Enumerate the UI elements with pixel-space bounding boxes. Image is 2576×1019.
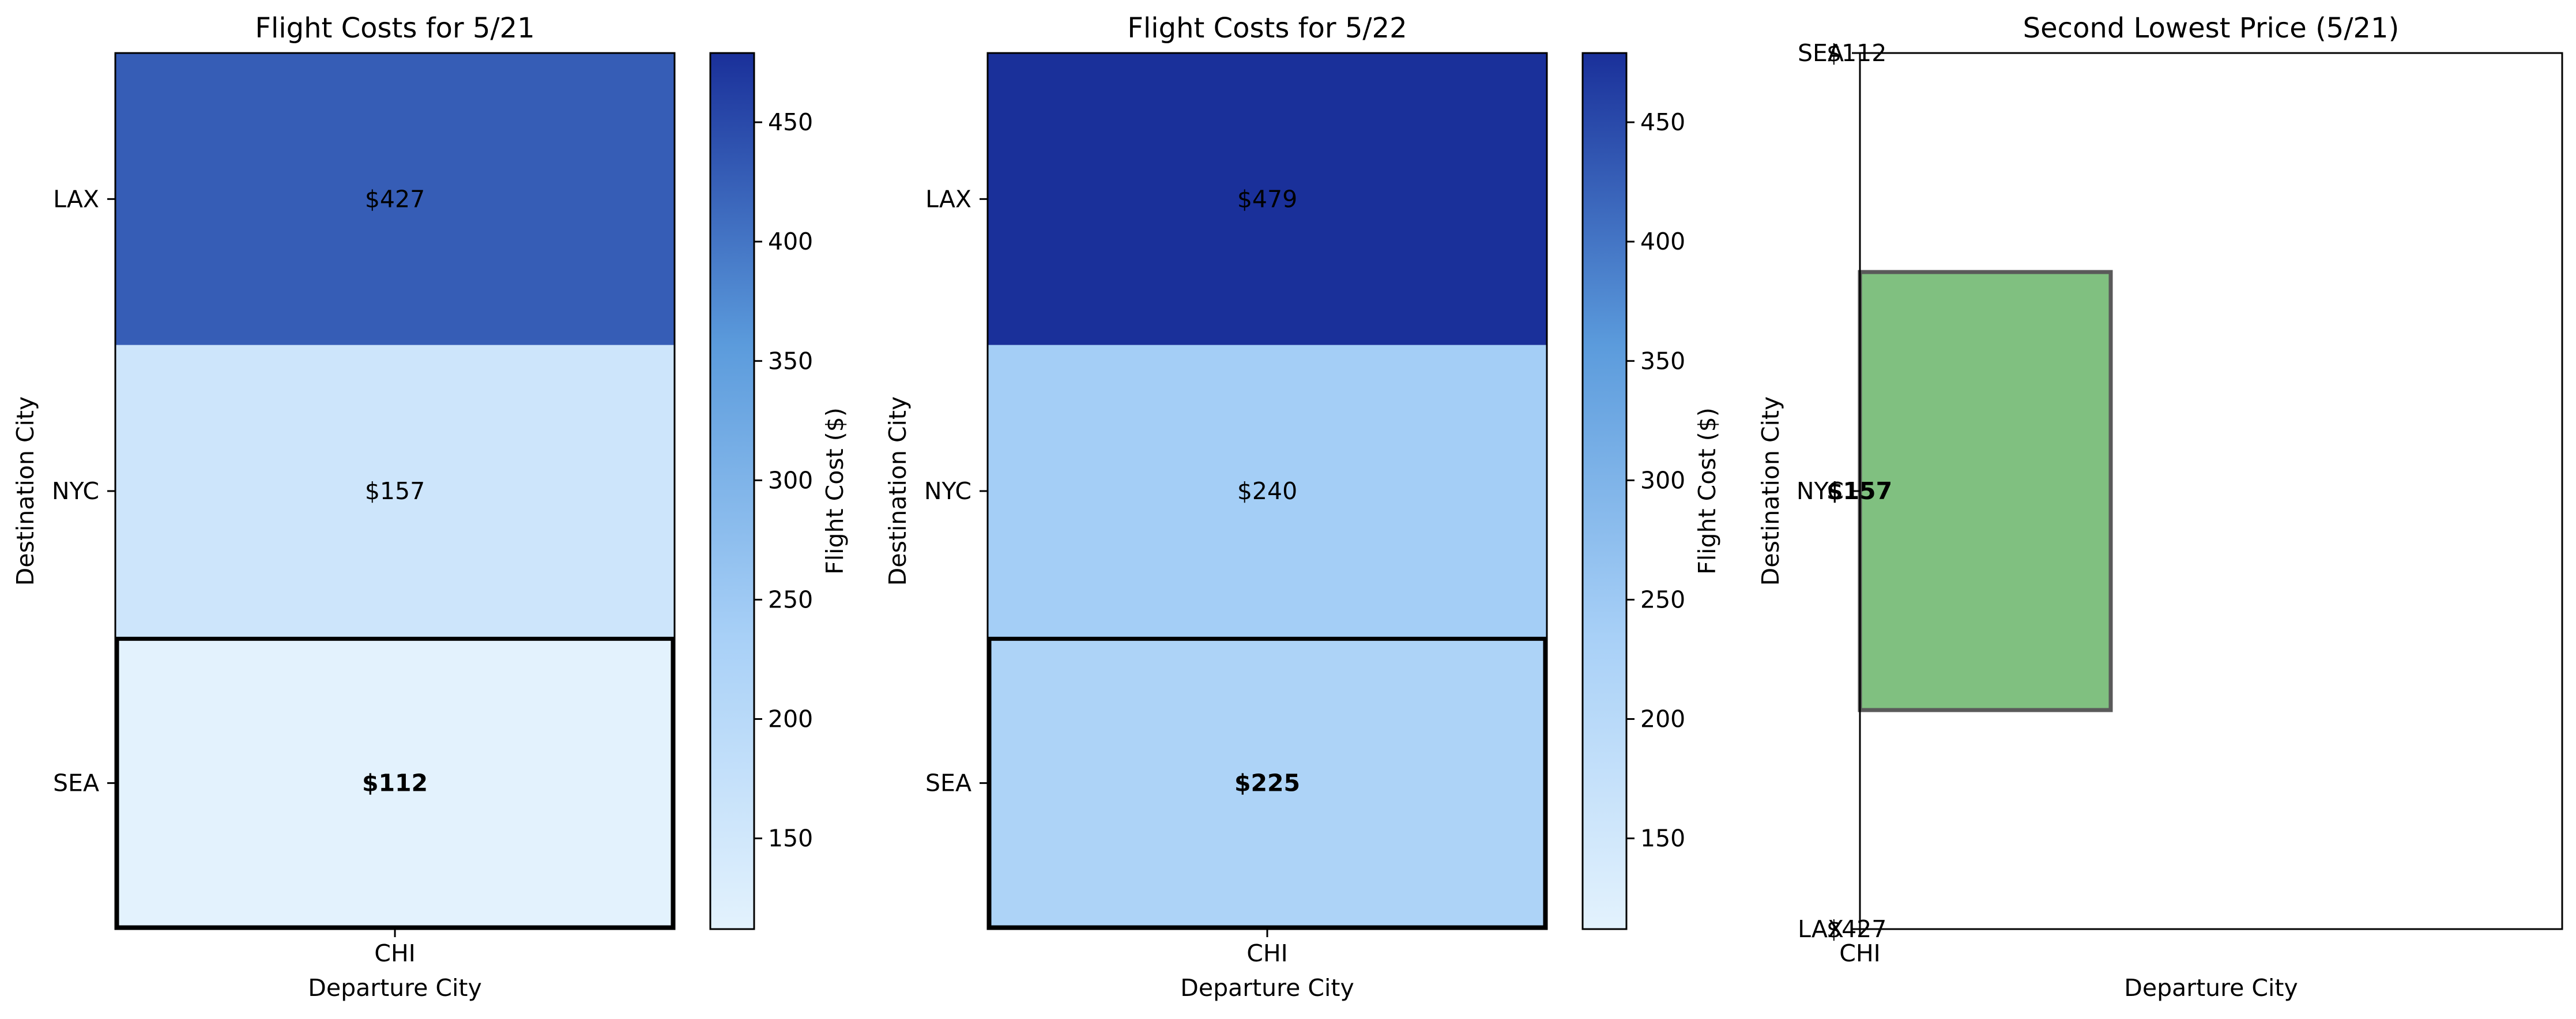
highlight-border [115, 636, 675, 930]
colorbar-tick-label: 350 [1640, 347, 1685, 375]
heatmap-cell-lax [988, 53, 1547, 345]
colorbar-gradient [709, 52, 755, 930]
chart-title: Flight Costs for 5/21 [255, 12, 534, 44]
y-tick-label: SEA [53, 769, 99, 797]
cell-value-label: $240 [1237, 477, 1297, 505]
y-tick-label: NYC [52, 477, 99, 505]
colorbar-tick-label: 200 [768, 705, 813, 733]
y-value-label: $157 [1826, 477, 1892, 505]
y-tick-label: SEA [925, 769, 971, 797]
colorbar-tick-label: 400 [768, 228, 813, 255]
colorbar-tick-label: 200 [1640, 705, 1685, 733]
cell-value-label: $479 [1237, 185, 1297, 213]
heatmap-cell-nyc [988, 345, 1547, 637]
heatmap-cell-sea [115, 637, 675, 929]
panel-3: Second Lowest Price (5/21) SEA$112 NYC$15… [1757, 12, 2563, 1002]
colorbar-tick-label: 450 [1640, 108, 1685, 136]
colorbar-tick-label: 300 [768, 466, 813, 494]
colorbar-label: Flight Cost ($) [1693, 407, 1721, 575]
panel-2: Flight Costs for 5/22 $479 $240 $225 LAX NY… [884, 12, 1721, 1002]
y-tick-label: SEA [1798, 39, 1844, 67]
x-axis-label: Departure City [2124, 974, 2298, 1002]
heatmap-cell-sea [988, 637, 1547, 929]
x-tick-label: CHI [374, 939, 416, 967]
y-value-label: $112 [1826, 39, 1886, 67]
x-tick-label: CHI [1839, 939, 1881, 967]
cell-value-label: $427 [365, 185, 425, 213]
y-value-label: $427 [1826, 915, 1886, 943]
bar-nyc [1858, 270, 2113, 712]
highlight-border [987, 636, 1547, 930]
panel-1: Flight Costs for 5/21 $427 $157 $112 LAX NY… [12, 12, 849, 1002]
y-axis-label: Destination City [884, 397, 912, 586]
colorbar-tick-label: 300 [1640, 466, 1685, 494]
y-tick-label: LAX [1798, 915, 1844, 943]
y-ticks: LAX NYC SEA [52, 185, 115, 797]
y-ticks: SEA$112 NYC$157 LAX$427 [1797, 39, 1892, 943]
heatmap-cell-nyc [115, 345, 675, 637]
x-axis-label: Departure City [308, 974, 481, 1002]
colorbar-tick-label: 400 [1640, 228, 1685, 255]
colorbar-tick-label: 350 [768, 347, 813, 375]
cell-value-label: $225 [1234, 769, 1300, 797]
heatmap-cells: $427 $157 $112 [115, 53, 675, 930]
chart-title: Second Lowest Price (5/21) [2023, 12, 2400, 44]
x-tick-label: CHI [1246, 939, 1288, 967]
y-axis-label: Destination City [1757, 397, 1784, 586]
colorbar-tick-label: 250 [1640, 586, 1685, 613]
colorbar-tick-label: 150 [1640, 825, 1685, 852]
y-axis-label: Destination City [12, 397, 39, 586]
colorbar-label: Flight Cost ($) [821, 407, 849, 575]
heatmap-cells: $479 $240 $225 [987, 53, 1547, 930]
y-tick-label: LAX [925, 185, 971, 213]
colorbar: 150 200 250 300 350 400 450 [1581, 52, 1685, 930]
y-ticks: LAX NYC SEA [924, 185, 988, 797]
colorbar: 150 200 250 300 350 400 450 [709, 52, 813, 930]
colorbar-gradient [1581, 52, 1628, 930]
chart-title: Flight Costs for 5/22 [1127, 12, 1407, 44]
colorbar-tick-label: 450 [768, 108, 813, 136]
cell-value-label: $112 [362, 769, 428, 797]
colorbar-tick-label: 150 [768, 825, 813, 852]
y-tick-label: LAX [53, 185, 99, 213]
y-tick-label: NYC [1797, 477, 1844, 505]
colorbar-tick-label: 250 [768, 586, 813, 613]
y-tick-label: NYC [924, 477, 971, 505]
cell-value-label: $157 [365, 477, 425, 505]
bars [1858, 270, 2113, 712]
heatmap-cell-lax [115, 53, 675, 345]
x-axis-label: Departure City [1180, 974, 1354, 1002]
